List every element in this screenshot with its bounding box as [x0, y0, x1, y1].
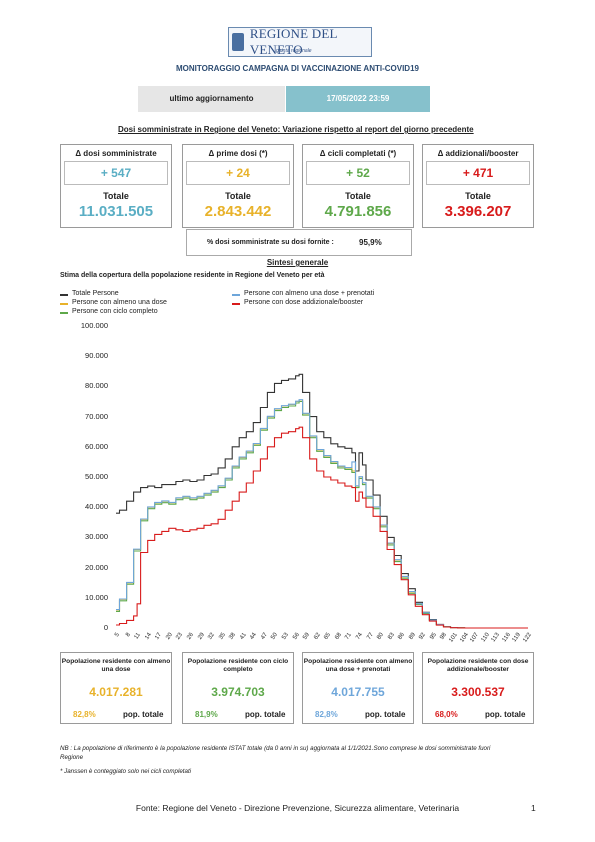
y-tick-label: 100.000: [80, 321, 108, 330]
chart-legend: Totale Persone Persone con almeno una do…: [60, 290, 480, 320]
y-tick-label: 20.000: [85, 562, 108, 572]
pop-value: 4.017.755: [331, 685, 385, 699]
y-tick-label: 60.000: [85, 441, 108, 451]
regione-veneto-logo: REGIONE DEL VENETO: [228, 26, 372, 57]
pop-head: Popolazione residente con dose addiziona…: [427, 658, 529, 673]
kpi-total-label: Totale: [103, 191, 129, 201]
y-tick-label: 70.000: [85, 411, 108, 421]
dosi-section-title: Dosi somministrate in Regione del Veneto…: [118, 125, 474, 134]
legend-label: Persone con almeno una dose: [72, 299, 167, 306]
sintesi-title: Sintesi generale: [266, 258, 329, 267]
chart-title: Stima della copertura della popolazione …: [60, 272, 325, 279]
pop-value: 4.017.281: [89, 685, 143, 699]
pop-label: pop. totale: [365, 710, 406, 719]
pop-card-prenotati: Popolazione residente con almeno una dos…: [302, 652, 414, 724]
y-tick-label: 90.000: [85, 351, 108, 361]
pop-head: Popolazione residente con almeno una dos…: [303, 658, 413, 673]
kpi-total-label: Totale: [345, 191, 371, 201]
kpi-total-label: Totale: [225, 191, 251, 201]
pop-pct: 68,0%: [435, 710, 458, 719]
kpi-total-value: 2.843.442: [204, 203, 272, 220]
legend-swatch: [60, 303, 68, 305]
y-tick-label: 30.000: [85, 532, 108, 542]
page-title: MONITORAGGIO CAMPAGNA DI VACCINAZIONE AN…: [176, 64, 419, 73]
pop-head: Popolazione residente con ciclo completo: [187, 658, 289, 673]
legend-swatch: [232, 303, 240, 305]
kpi-delta: + 24: [186, 161, 290, 185]
pop-label: pop. totale: [123, 710, 164, 719]
kpi-head: Δ prime dosi (*): [208, 149, 268, 158]
legend-swatch: [60, 294, 68, 296]
pop-card-almeno-una: Popolazione residente con almeno una dos…: [60, 652, 172, 724]
kpi-delta: + 547: [64, 161, 168, 185]
pop-value: 3.974.703: [211, 685, 265, 699]
legend-label: Persone con ciclo completo: [72, 308, 158, 315]
pop-label: pop. totale: [485, 710, 526, 719]
pop-pct: 82,8%: [315, 710, 338, 719]
footer-source: Fonte: Regione del Veneto - Direzione Pr…: [135, 803, 460, 813]
veneto-emblem-icon: [232, 33, 244, 51]
pop-value: 3.300.537: [451, 685, 505, 699]
pop-card-ciclo: Popolazione residente con ciclo completo…: [182, 652, 294, 724]
kpi-delta: + 52: [306, 161, 410, 185]
pct-value: 95,9%: [359, 238, 382, 247]
legend-swatch: [232, 294, 240, 296]
kpi-card-booster: Δ addizionali/booster + 471 Totale 3.396…: [422, 144, 534, 228]
y-tick-label: 10.000: [85, 592, 108, 602]
update-value: 17/05/2022 23:59: [286, 86, 430, 112]
logo-text: REGIONE DEL VENETO: [249, 26, 338, 57]
y-tick-label: 40.000: [85, 502, 108, 512]
kpi-total-value: 4.791.856: [324, 203, 392, 220]
y-tick-label: 50.000: [85, 472, 108, 481]
legend-label: Persone con almeno una dose + prenotati: [244, 290, 375, 297]
pop-label: pop. totale: [245, 710, 286, 719]
pop-card-booster: Popolazione residente con dose addiziona…: [422, 652, 534, 724]
y-tick-label: 80.000: [85, 381, 108, 391]
page-number: 1: [531, 803, 536, 813]
series-line-2: [116, 400, 528, 629]
pop-head: Popolazione residente con almeno una dos…: [61, 658, 171, 673]
series-line-4: [116, 426, 528, 629]
pct-label: % dosi somministrate su dosi fornite :: [207, 239, 334, 246]
series-line-0: [116, 373, 528, 629]
kpi-total-value: 3.396.207: [444, 203, 512, 220]
y-tick-label: 0: [103, 623, 108, 632]
pct-dosi-box: % dosi somministrate su dosi fornite : 9…: [186, 229, 412, 256]
legend-label: Persone con dose addizionale/booster: [244, 299, 364, 306]
legend-label: Totale Persone: [72, 290, 119, 297]
kpi-delta: + 471: [426, 161, 530, 185]
pop-pct: 82,8%: [73, 710, 96, 719]
legend-swatch: [60, 312, 68, 314]
kpi-card-cicli: Δ cicli completati (*) + 52 Totale 4.791…: [302, 144, 414, 228]
coverage-chart: 0 10.000 20.000 30.000 40.000 50.000 60.000 70.…: [0, 318, 595, 648]
kpi-head: Δ cicli completati (*): [319, 149, 397, 158]
kpi-total-label: Totale: [465, 191, 491, 201]
series-line-1: [116, 399, 528, 629]
logo-subtitle: giunta regionale: [276, 48, 312, 54]
kpi-card-prime-dosi: Δ prime dosi (*) + 24 Totale 2.843.442: [182, 144, 294, 228]
coverage-chart-svg: [116, 373, 528, 629]
nb-note: NB : La popolazione di riferimento è la …: [60, 745, 491, 761]
series-line-3: [116, 399, 528, 629]
kpi-card-dosi: Δ dosi somministrate + 547 Totale 11.031…: [60, 144, 172, 228]
janssen-note: * Janssen è conteggiato solo nei cicli c…: [60, 768, 192, 775]
pop-pct: 81,9%: [195, 710, 218, 719]
update-label: ultimo aggiornamento: [138, 86, 285, 112]
kpi-total-value: 11.031.505: [78, 203, 154, 220]
kpi-head: Δ dosi somministrate: [75, 149, 157, 158]
kpi-head: Δ addizionali/booster: [437, 149, 519, 158]
